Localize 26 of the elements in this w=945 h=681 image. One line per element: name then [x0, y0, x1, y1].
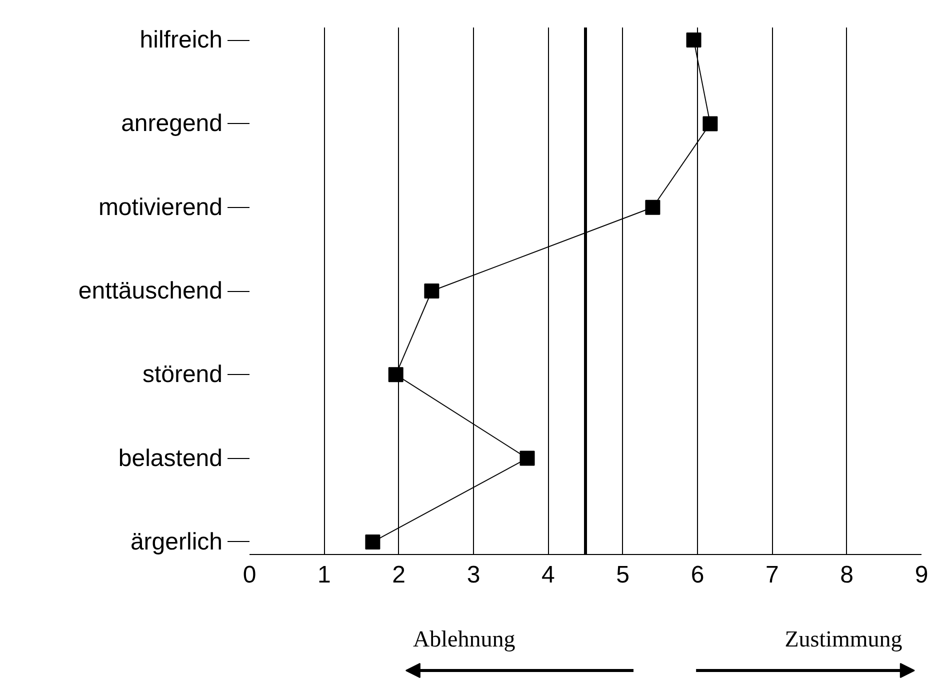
point	[424, 284, 440, 298]
x-tick-label: 4	[541, 562, 555, 588]
x-tick-label: 8	[840, 562, 854, 588]
y-tick-label: hilfreich	[140, 26, 223, 54]
text: Zustimmung	[784, 626, 903, 652]
point	[686, 32, 702, 48]
point	[520, 450, 535, 466]
y-tick-label: störend	[142, 361, 223, 388]
x-tick-label: 6	[690, 562, 704, 588]
point	[365, 534, 380, 550]
x-tick-label: 5	[616, 562, 630, 588]
x-tick-label: 2	[392, 562, 406, 588]
x-tick-label: 7	[765, 562, 779, 588]
point	[645, 200, 660, 215]
x-tick-label: 1	[317, 562, 331, 588]
text: Ablehnung	[413, 626, 516, 652]
y-tick-label: enttäuschend	[78, 278, 223, 304]
y-tick-label: belastend	[118, 444, 223, 472]
y-tick-label: motivierend	[98, 194, 223, 221]
x-tick-label: 9	[914, 562, 928, 588]
point	[388, 367, 404, 382]
y-tick-label: anregend	[121, 110, 223, 138]
point	[702, 116, 718, 132]
y-tick-label: ärgerlich	[130, 528, 223, 556]
x-tick-label: 3	[466, 562, 480, 588]
x-tick-label: 0	[242, 562, 256, 588]
